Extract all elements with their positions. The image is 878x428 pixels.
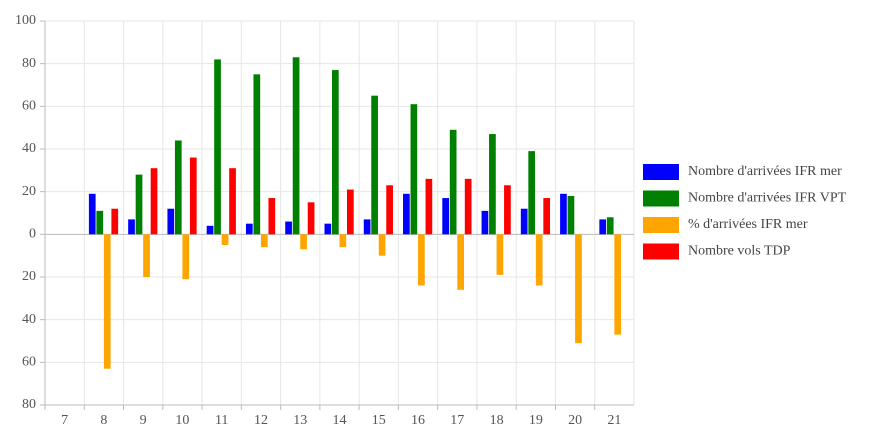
- bar: [332, 70, 339, 235]
- bar: [489, 134, 496, 235]
- bar: [599, 219, 607, 235]
- legend: Nombre d'arrivées IFR mer Nombre d'arrivé…: [643, 164, 847, 260]
- bar: [189, 157, 197, 235]
- x-tick-label: 15: [372, 413, 386, 428]
- bar: [111, 208, 119, 235]
- bar: [135, 174, 143, 235]
- x-tick-label: 20: [568, 413, 582, 428]
- legend-swatch: [643, 217, 679, 233]
- x-tick-label: 10: [175, 413, 189, 428]
- bar: [567, 195, 575, 235]
- bar: [560, 193, 567, 235]
- legend-label: Nombre d'arrivées IFR mer: [688, 164, 842, 179]
- y-tick-label: 40: [22, 312, 36, 327]
- bar: [543, 198, 551, 235]
- x-tick-label: 16: [411, 413, 425, 428]
- bar: [221, 234, 229, 245]
- bar: [285, 221, 292, 235]
- bar: [425, 178, 433, 235]
- bar: [307, 202, 315, 235]
- y-tick-label: 0: [29, 227, 36, 242]
- bar: [449, 129, 457, 235]
- bar: [206, 225, 214, 235]
- bar: [143, 234, 150, 277]
- x-tick-label: 8: [100, 413, 107, 428]
- x-tick-label: 17: [450, 413, 464, 428]
- bar: [403, 193, 410, 235]
- bar: [339, 234, 347, 248]
- bar: [347, 189, 354, 235]
- y-tick-label: 60: [22, 355, 36, 370]
- bar: [182, 234, 190, 280]
- bar: [245, 223, 253, 235]
- bar: [174, 140, 182, 235]
- bar: [363, 219, 371, 235]
- x-tick-label: 7: [61, 413, 68, 428]
- y-tick-label: 20: [22, 269, 36, 284]
- bar: [128, 219, 135, 235]
- legend-swatch: [643, 190, 679, 207]
- bar: [167, 208, 175, 235]
- bar: [229, 168, 236, 235]
- x-tick-label: 18: [490, 413, 504, 428]
- bar: [528, 151, 536, 235]
- bar: [214, 59, 221, 235]
- x-tick-label: 14: [333, 413, 347, 428]
- y-tick-label: 80: [22, 397, 36, 412]
- y-tick-label: 100: [15, 13, 36, 28]
- bar: [386, 185, 393, 235]
- y-tick-label: 80: [22, 56, 36, 71]
- bar: [324, 223, 332, 235]
- x-tick-label: 21: [607, 413, 621, 428]
- bar: [614, 234, 622, 335]
- bar: [150, 168, 158, 235]
- bar: [268, 198, 276, 235]
- x-tick-label: 19: [529, 413, 543, 428]
- bar: [260, 234, 268, 248]
- bar: [253, 74, 261, 235]
- y-tick-label: 20: [22, 184, 36, 199]
- bar: [300, 234, 307, 250]
- x-tick-label: 11: [215, 413, 228, 428]
- bar: [575, 234, 582, 344]
- bar: [378, 234, 386, 256]
- bar: [88, 193, 96, 235]
- bar: [606, 217, 614, 235]
- bar: [535, 234, 543, 286]
- legend-label: % d'arrivées IFR mer: [688, 217, 808, 232]
- legend-swatch: [643, 164, 679, 180]
- bar: [504, 185, 511, 235]
- bar: [103, 234, 111, 369]
- x-tick-label: 13: [293, 413, 307, 428]
- bar: [496, 234, 504, 275]
- bar: [418, 234, 425, 286]
- legend-label: Nombre d'arrivées IFR VPT: [688, 191, 847, 206]
- bar: [442, 198, 449, 235]
- legend-swatch: [643, 243, 679, 260]
- bar: [292, 57, 300, 235]
- bar: [520, 208, 528, 235]
- x-tick-label: 12: [254, 413, 268, 428]
- y-tick-label: 60: [22, 99, 36, 114]
- y-tick-label: 40: [22, 141, 36, 156]
- bar: [410, 104, 418, 235]
- bar: [464, 178, 472, 235]
- bar: [96, 210, 104, 235]
- bar: [371, 95, 378, 235]
- bar: [481, 210, 489, 235]
- bar: [457, 234, 464, 290]
- x-tick-label: 9: [140, 413, 147, 428]
- legend-label: Nombre vols TDP: [688, 244, 791, 259]
